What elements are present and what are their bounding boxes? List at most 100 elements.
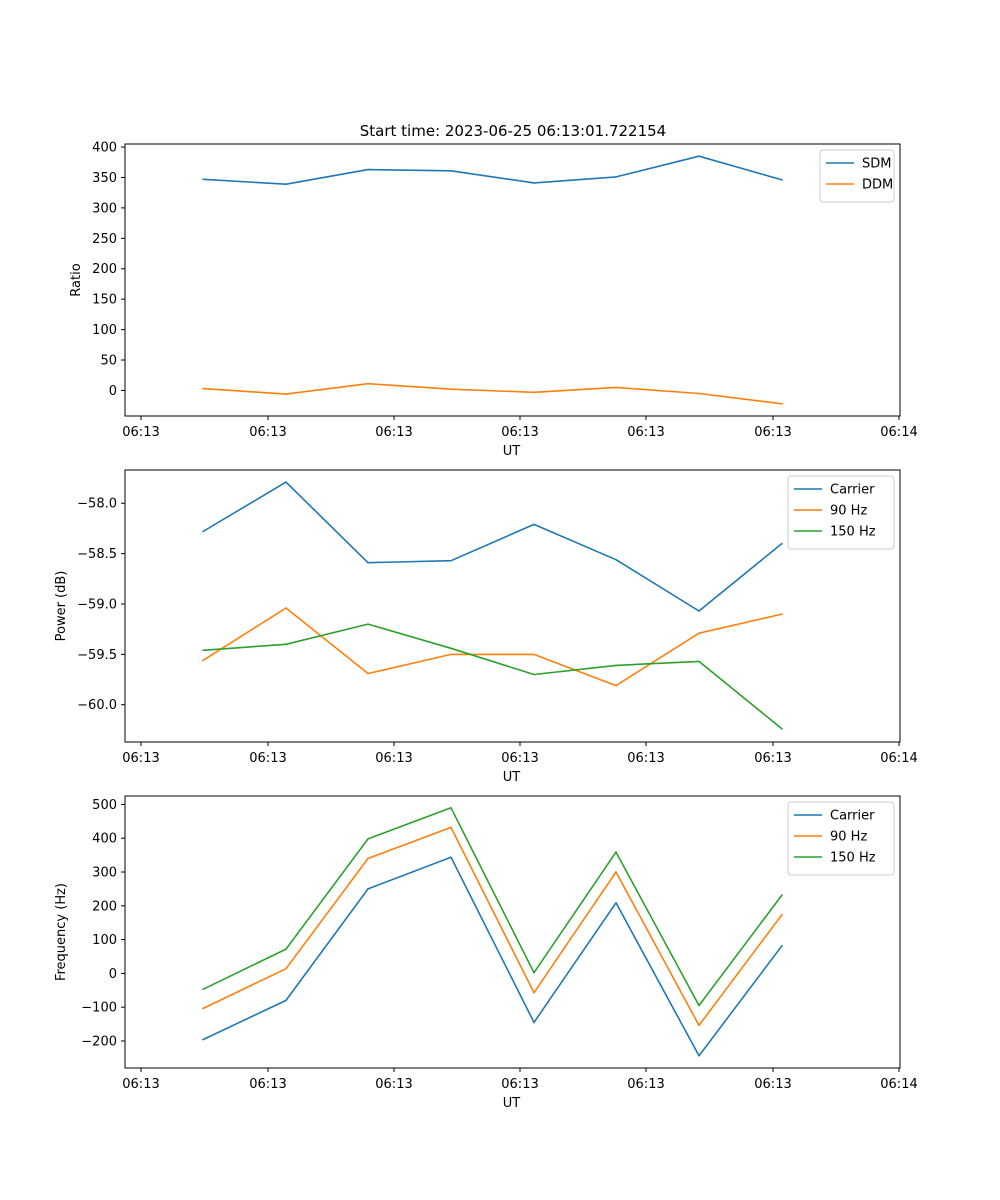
y-tick-label: 200 [92,899,117,914]
data-point [367,168,369,171]
data-point [450,653,452,656]
y-tick-label: 100 [92,933,117,948]
data-point [202,530,204,533]
data-point [781,894,783,896]
x-tick-label: 06:13 [122,751,159,766]
y-tick-label: 0 [109,967,117,982]
data-point [285,999,287,1002]
x-tick-label: 06:14 [880,425,917,440]
legend-label: 150 Hz [830,851,876,866]
data-point [781,542,783,545]
y-tick-label: 0 [109,384,117,399]
y-tick-label: −58.5 [77,547,117,562]
data-point [285,481,287,483]
series-line-carrier [202,481,783,612]
data-point [698,155,700,157]
y-tick-label: 200 [92,262,117,277]
legend-label: Carrier [830,483,875,498]
data-point [698,660,700,663]
y-axis-label: Ratio [69,263,84,296]
data-point [202,1007,204,1010]
y-tick-label: −100 [81,1001,117,1016]
data-point [367,888,369,890]
data-point [615,851,617,853]
data-point [367,561,369,564]
data-point [533,971,535,974]
y-tick-label: −59.0 [77,597,117,612]
legend: Carrier 90 Hz 150 Hz [787,475,895,550]
series-line-ddm [202,382,783,405]
data-point [698,1024,700,1027]
data-point [698,1055,700,1057]
y-tick-label: 50 [100,354,117,369]
legend-label: 150 Hz [830,525,876,540]
data-point [533,391,535,394]
data-point [450,826,452,829]
x-tick-label: 06:13 [122,1077,159,1092]
legend-label: 90 Hz [830,830,867,845]
y-tick-label: −58.0 [77,497,117,512]
axes-frame [124,795,901,1069]
x-tick-label: 06:14 [880,1077,917,1092]
data-point [285,948,287,950]
series-line-90-hz [202,607,783,687]
y-tick-label: −200 [81,1034,117,1049]
data-point [202,387,204,390]
data-point [533,182,535,184]
data-point [202,649,204,652]
data-point [450,388,452,391]
x-tick-label: 06:13 [375,425,412,440]
legend-label: SDM [862,157,891,172]
data-point [450,559,452,562]
x-tick-label: 06:13 [375,1077,412,1092]
legend: SDM DDM [819,149,895,203]
data-point [615,664,617,667]
series-line-90-hz [202,826,783,1027]
data-point [533,653,535,656]
data-point [615,871,617,873]
data-point [615,902,617,904]
x-tick-label: 06:13 [501,425,538,440]
data-point [285,393,287,395]
data-point [781,728,783,730]
y-axis-label: Frequency (Hz) [54,883,69,981]
y-axis-label: Power (dB) [54,571,69,642]
data-point [450,170,452,172]
y-tick-label: 400 [92,141,117,156]
data-point [533,1021,535,1024]
panels: 06:13 06:13 06:13 06:13 06:13 06:13 06:14 0 50 10… [54,141,918,1111]
x-tick-label: 06:13 [249,425,286,440]
data-point [367,623,369,625]
series-line-150-hz [202,806,783,1007]
legend: Carrier 90 Hz 150 Hz [787,801,895,876]
data-point [781,179,783,181]
x-tick-label: 06:13 [627,751,664,766]
data-point [450,807,452,809]
data-point [781,403,783,405]
y-tick-label: 100 [92,323,117,338]
x-tick-label: 06:13 [627,1077,664,1092]
data-point [202,1038,204,1041]
data-point [781,613,783,615]
data-point [615,684,617,687]
x-axis-label: UT [503,770,521,785]
data-point [615,176,617,178]
data-point [202,659,204,662]
data-point [367,857,369,860]
x-tick-label: 06:13 [501,1077,538,1092]
data-point [533,991,535,994]
x-tick-label: 06:13 [754,425,791,440]
data-point [698,610,700,612]
data-point [285,183,287,185]
chart-panel-3: 06:13 06:13 06:13 06:13 06:13 06:13 06:14 −200 −… [54,795,918,1111]
x-tick-label: 06:13 [501,751,538,766]
legend-label: Carrier [830,809,875,824]
y-tick-label: −60.0 [77,698,117,713]
chart-panel-1: 06:13 06:13 06:13 06:13 06:13 06:13 06:14 0 50 10… [69,141,918,459]
data-point [202,988,204,991]
legend-label: DDM [862,178,893,193]
data-point [367,382,369,385]
data-point [533,673,535,676]
data-point [202,178,204,181]
